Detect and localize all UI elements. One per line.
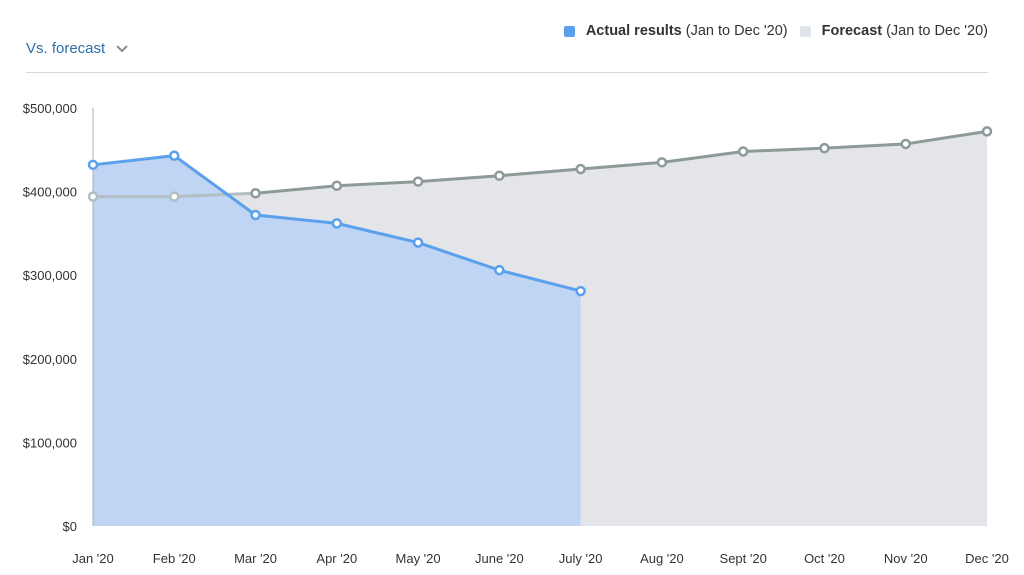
forecast-point	[250, 188, 261, 199]
forecast-line-segment	[580, 160, 663, 171]
actual-point	[250, 209, 261, 221]
forecast-point	[819, 142, 830, 154]
forecast-point	[331, 180, 343, 191]
forecast-line-segment	[905, 129, 988, 146]
legend-swatch-forecast	[799, 25, 811, 37]
forecast-line-segment	[174, 191, 256, 199]
legend-item-actual[interactable]: Actual results (Jan to Dec '20)	[563, 23, 788, 39]
legend-range-forecast: (Jan to Dec '20)	[886, 23, 988, 39]
forecast-line-segment	[499, 167, 581, 178]
x-tick-label: Oct '20	[804, 551, 845, 566]
x-tick-label: Aug '20	[640, 551, 684, 566]
legend-item-forecast[interactable]: Forecast (Jan to Dec '20)	[799, 23, 988, 39]
actual-area	[93, 155, 581, 527]
forecast-line-segment	[661, 149, 744, 164]
y-tick-label: $400,000	[23, 185, 77, 200]
x-tick-label: Dec '20	[965, 551, 1009, 566]
header-divider	[26, 72, 988, 73]
x-tick-label: Sept '20	[720, 551, 767, 566]
forecast-point	[656, 157, 668, 168]
x-tick-label: Mar '20	[234, 551, 277, 566]
y-tick-label: $200,000	[23, 352, 77, 367]
y-tick-label: $500,000	[23, 101, 77, 116]
forecast-line-segment	[824, 142, 906, 150]
actual-point	[87, 159, 99, 171]
forecast-line-segment	[743, 146, 825, 153]
chart-legend: Actual results (Jan to Dec '20) Forecast…	[552, 23, 988, 39]
forecast-point	[737, 146, 749, 157]
legend-label-forecast: Forecast	[821, 23, 883, 39]
x-tick-label: Apr '20	[316, 551, 357, 566]
legend-label-actual: Actual results	[585, 23, 682, 39]
forecast-point	[575, 163, 586, 175]
forecast-point	[87, 191, 99, 202]
forecast-point	[412, 176, 424, 187]
chevron-down-icon	[116, 44, 128, 52]
comparison-label: Vs. forecast	[26, 40, 106, 57]
actual-point	[494, 264, 505, 276]
y-tick-label: $0	[63, 519, 77, 534]
forecast-point	[494, 170, 505, 181]
actual-point	[169, 150, 180, 161]
forecast-line-segment	[336, 180, 419, 188]
actual-point	[331, 218, 343, 229]
x-tick-label: June '20	[475, 551, 524, 566]
legend-swatch-actual	[563, 25, 575, 37]
forecast-point	[169, 191, 180, 202]
forecast-point	[981, 126, 993, 137]
forecast-point	[900, 138, 911, 150]
actual-point	[412, 237, 424, 248]
y-tick-label: $300,000	[23, 268, 77, 283]
x-tick-label: Jan '20	[72, 551, 114, 566]
x-tick-label: Nov '20	[884, 551, 928, 566]
forecast-line-segment	[417, 174, 500, 184]
legend-range-actual: (Jan to Dec '20)	[685, 23, 788, 39]
forecast-line-segment	[255, 184, 337, 195]
x-tick-label: July '20	[559, 551, 603, 566]
actual-point	[575, 285, 586, 297]
comparison-dropdown[interactable]: Vs. forecast	[26, 40, 129, 57]
x-tick-label: May '20	[396, 551, 441, 566]
x-tick-label: Feb '20	[153, 551, 196, 566]
y-tick-label: $100,000	[23, 435, 77, 450]
